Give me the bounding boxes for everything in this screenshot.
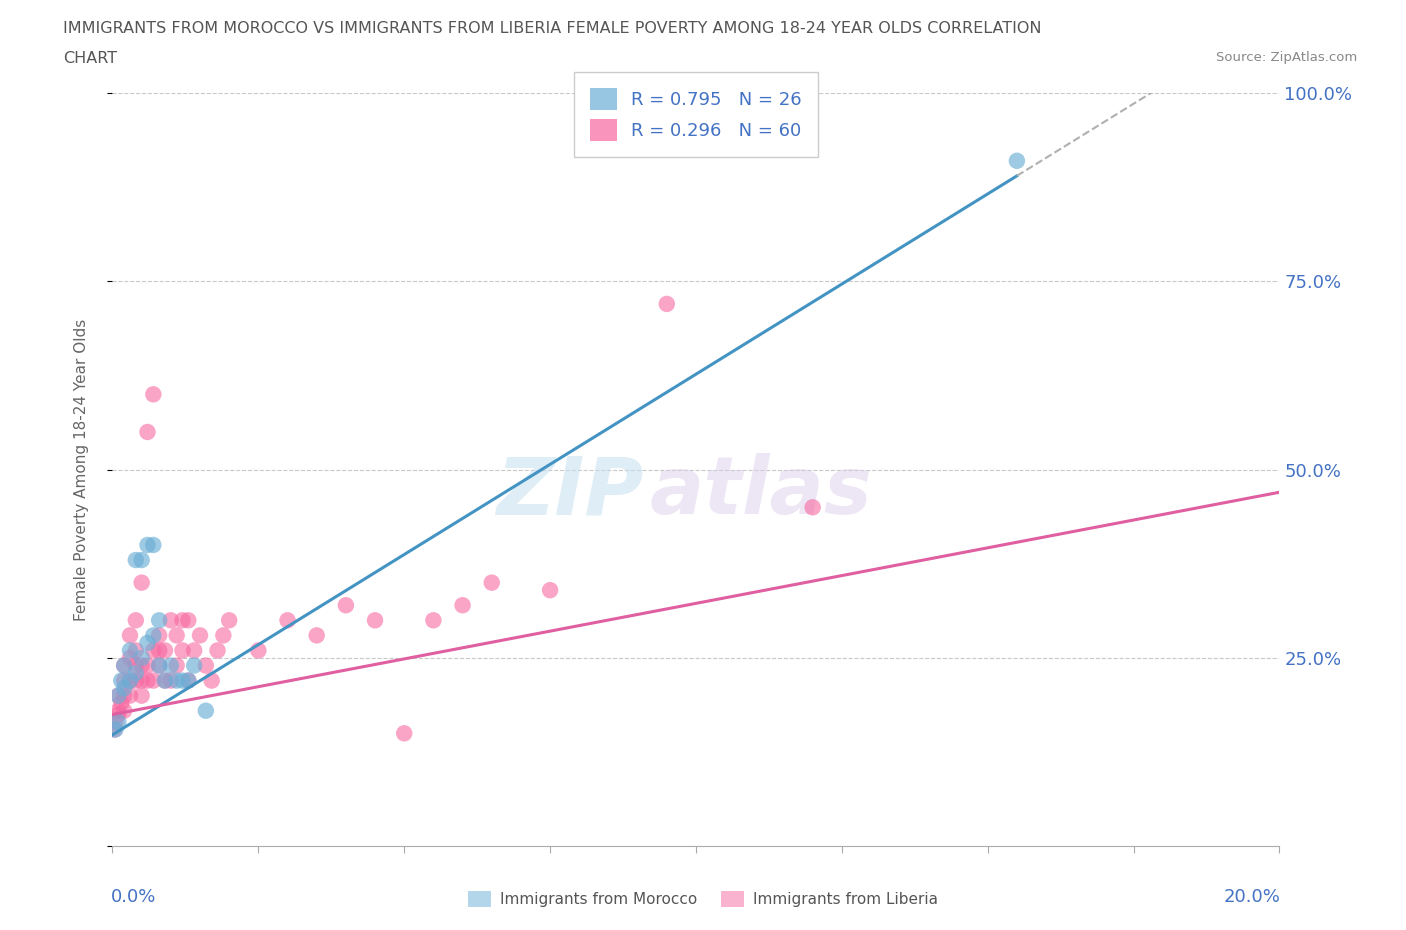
- Point: [247, 643, 270, 658]
- Point: [136, 635, 159, 650]
- Point: [103, 722, 125, 737]
- Point: [153, 673, 176, 688]
- Point: [136, 424, 159, 440]
- Point: [212, 628, 235, 643]
- Point: [160, 658, 183, 673]
- Point: [166, 673, 188, 688]
- Point: [481, 575, 503, 591]
- Point: [107, 707, 129, 722]
- Point: [112, 703, 135, 718]
- Point: [160, 613, 183, 628]
- Point: [276, 613, 298, 628]
- Point: [125, 666, 148, 681]
- Point: [107, 688, 129, 703]
- Point: [131, 658, 153, 673]
- Point: [194, 658, 217, 673]
- Point: [177, 613, 200, 628]
- Point: [142, 628, 165, 643]
- Point: [112, 688, 135, 703]
- Point: [201, 673, 224, 688]
- Point: [118, 651, 141, 666]
- Point: [136, 673, 159, 688]
- Point: [153, 673, 176, 688]
- Point: [107, 703, 129, 718]
- Point: [148, 613, 170, 628]
- Point: [538, 583, 561, 598]
- Point: [131, 651, 153, 666]
- Point: [118, 688, 141, 703]
- Text: Source: ZipAtlas.com: Source: ZipAtlas.com: [1216, 51, 1357, 64]
- Point: [118, 673, 141, 688]
- Point: [183, 643, 205, 658]
- Point: [655, 297, 678, 312]
- Point: [112, 658, 135, 673]
- Point: [364, 613, 387, 628]
- Point: [110, 696, 132, 711]
- Point: [131, 673, 153, 688]
- Point: [172, 643, 194, 658]
- Point: [112, 658, 135, 673]
- Text: CHART: CHART: [63, 51, 117, 66]
- Point: [1005, 153, 1028, 168]
- Point: [112, 673, 135, 688]
- Point: [107, 714, 129, 729]
- Point: [148, 658, 170, 673]
- Text: ZIP: ZIP: [496, 453, 644, 531]
- Point: [335, 598, 357, 613]
- Point: [305, 628, 328, 643]
- Point: [125, 643, 148, 658]
- Point: [104, 714, 127, 729]
- Point: [142, 538, 165, 552]
- Point: [131, 688, 153, 703]
- Point: [801, 500, 824, 515]
- Point: [125, 613, 148, 628]
- Point: [218, 613, 240, 628]
- Point: [194, 703, 217, 718]
- Point: [131, 552, 153, 567]
- Point: [142, 643, 165, 658]
- Point: [118, 673, 141, 688]
- Point: [183, 658, 205, 673]
- Point: [125, 552, 148, 567]
- Point: [131, 575, 153, 591]
- Text: 0.0%: 0.0%: [111, 888, 156, 906]
- Point: [166, 658, 188, 673]
- Point: [188, 628, 211, 643]
- Text: atlas: atlas: [650, 453, 872, 531]
- Point: [172, 613, 194, 628]
- Point: [110, 673, 132, 688]
- Point: [422, 613, 444, 628]
- Point: [451, 598, 474, 613]
- Point: [394, 726, 416, 741]
- Text: 20.0%: 20.0%: [1223, 888, 1281, 906]
- Point: [166, 628, 188, 643]
- Point: [148, 643, 170, 658]
- Point: [136, 538, 159, 552]
- Point: [112, 681, 135, 696]
- Point: [107, 688, 129, 703]
- Y-axis label: Female Poverty Among 18-24 Year Olds: Female Poverty Among 18-24 Year Olds: [75, 318, 89, 621]
- Text: IMMIGRANTS FROM MOROCCO VS IMMIGRANTS FROM LIBERIA FEMALE POVERTY AMONG 18-24 YE: IMMIGRANTS FROM MOROCCO VS IMMIGRANTS FR…: [63, 21, 1042, 36]
- Point: [148, 658, 170, 673]
- Point: [142, 673, 165, 688]
- Point: [118, 643, 141, 658]
- Point: [177, 673, 200, 688]
- Point: [136, 658, 159, 673]
- Point: [172, 673, 194, 688]
- Point: [207, 643, 229, 658]
- Legend: Immigrants from Morocco, Immigrants from Liberia: Immigrants from Morocco, Immigrants from…: [463, 884, 943, 913]
- Point: [177, 673, 200, 688]
- Point: [118, 628, 141, 643]
- Point: [148, 628, 170, 643]
- Point: [125, 673, 148, 688]
- Point: [153, 643, 176, 658]
- Point: [104, 722, 127, 737]
- Point: [125, 658, 148, 673]
- Point: [160, 673, 183, 688]
- Point: [142, 387, 165, 402]
- Legend: R = 0.795   N = 26, R = 0.296   N = 60: R = 0.795 N = 26, R = 0.296 N = 60: [574, 72, 818, 157]
